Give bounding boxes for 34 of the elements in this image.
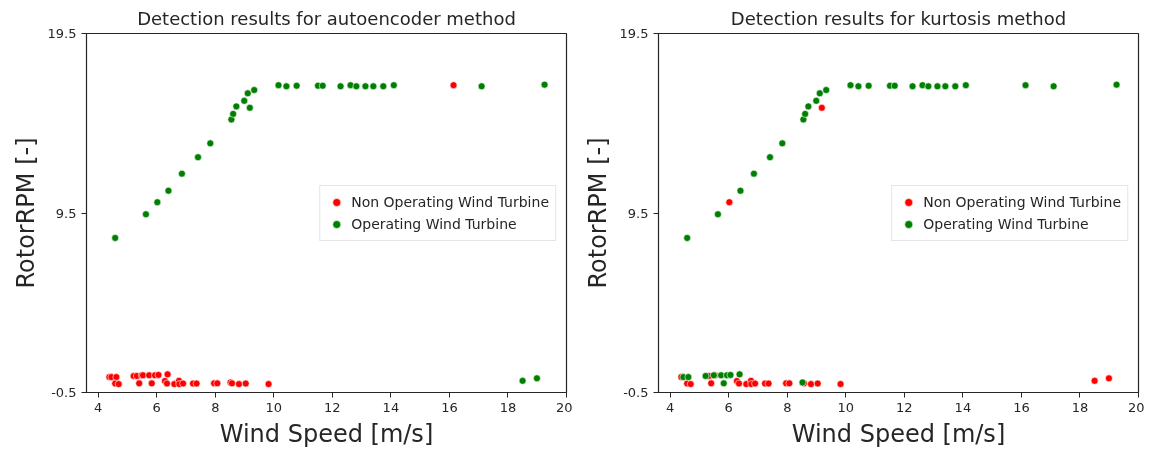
y-axis-title: RotorRPM [-] [11,137,40,289]
x-tick-label: 18 [1071,399,1089,415]
x-axis-title: Wind Speed [m/s] [219,419,434,448]
x-tick-label: 18 [499,399,517,415]
x-tick-label: 8 [211,399,220,415]
y-tick-label: -0.5 [623,385,649,400]
y-tick-label: 9.5 [55,205,77,221]
x-tick-label: 20 [555,399,573,415]
legend-label: Operating Wind Turbine [923,215,1089,232]
x-tick-label: 10 [265,399,283,415]
x-tick-label: 12 [324,399,341,415]
chart-title: Detection results for kurtosis method [730,7,1067,29]
chart-title: Detection results for autoencoder method [137,7,516,29]
legend-label: Non Operating Wind Turbine [923,193,1121,210]
x-tick-label: 6 [724,399,733,415]
x-tick-label: 10 [837,399,855,415]
x-tick-label: 16 [441,399,458,415]
x-tick-label: 4 [666,399,675,415]
y-tick-label: 9.5 [627,205,649,221]
x-tick-label: 16 [1013,399,1030,415]
legend-label: Non Operating Wind Turbine [351,193,549,210]
x-tick-label: 20 [1127,399,1145,415]
x-tick-label: 6 [152,399,161,415]
legend-label: Operating Wind Turbine [351,215,517,232]
x-tick-label: 14 [954,399,972,415]
y-tick-label: 19.5 [619,26,649,41]
y-axis-title: RotorRPM [-] [583,137,612,289]
x-tick-label: 4 [94,399,103,415]
x-axis-title: Wind Speed [m/s] [791,419,1006,448]
x-tick-label: 14 [382,399,400,415]
x-tick-label: 8 [783,399,792,415]
y-tick-label: -0.5 [51,385,77,400]
y-tick-label: 19.5 [47,26,77,41]
x-tick-label: 12 [896,399,913,415]
